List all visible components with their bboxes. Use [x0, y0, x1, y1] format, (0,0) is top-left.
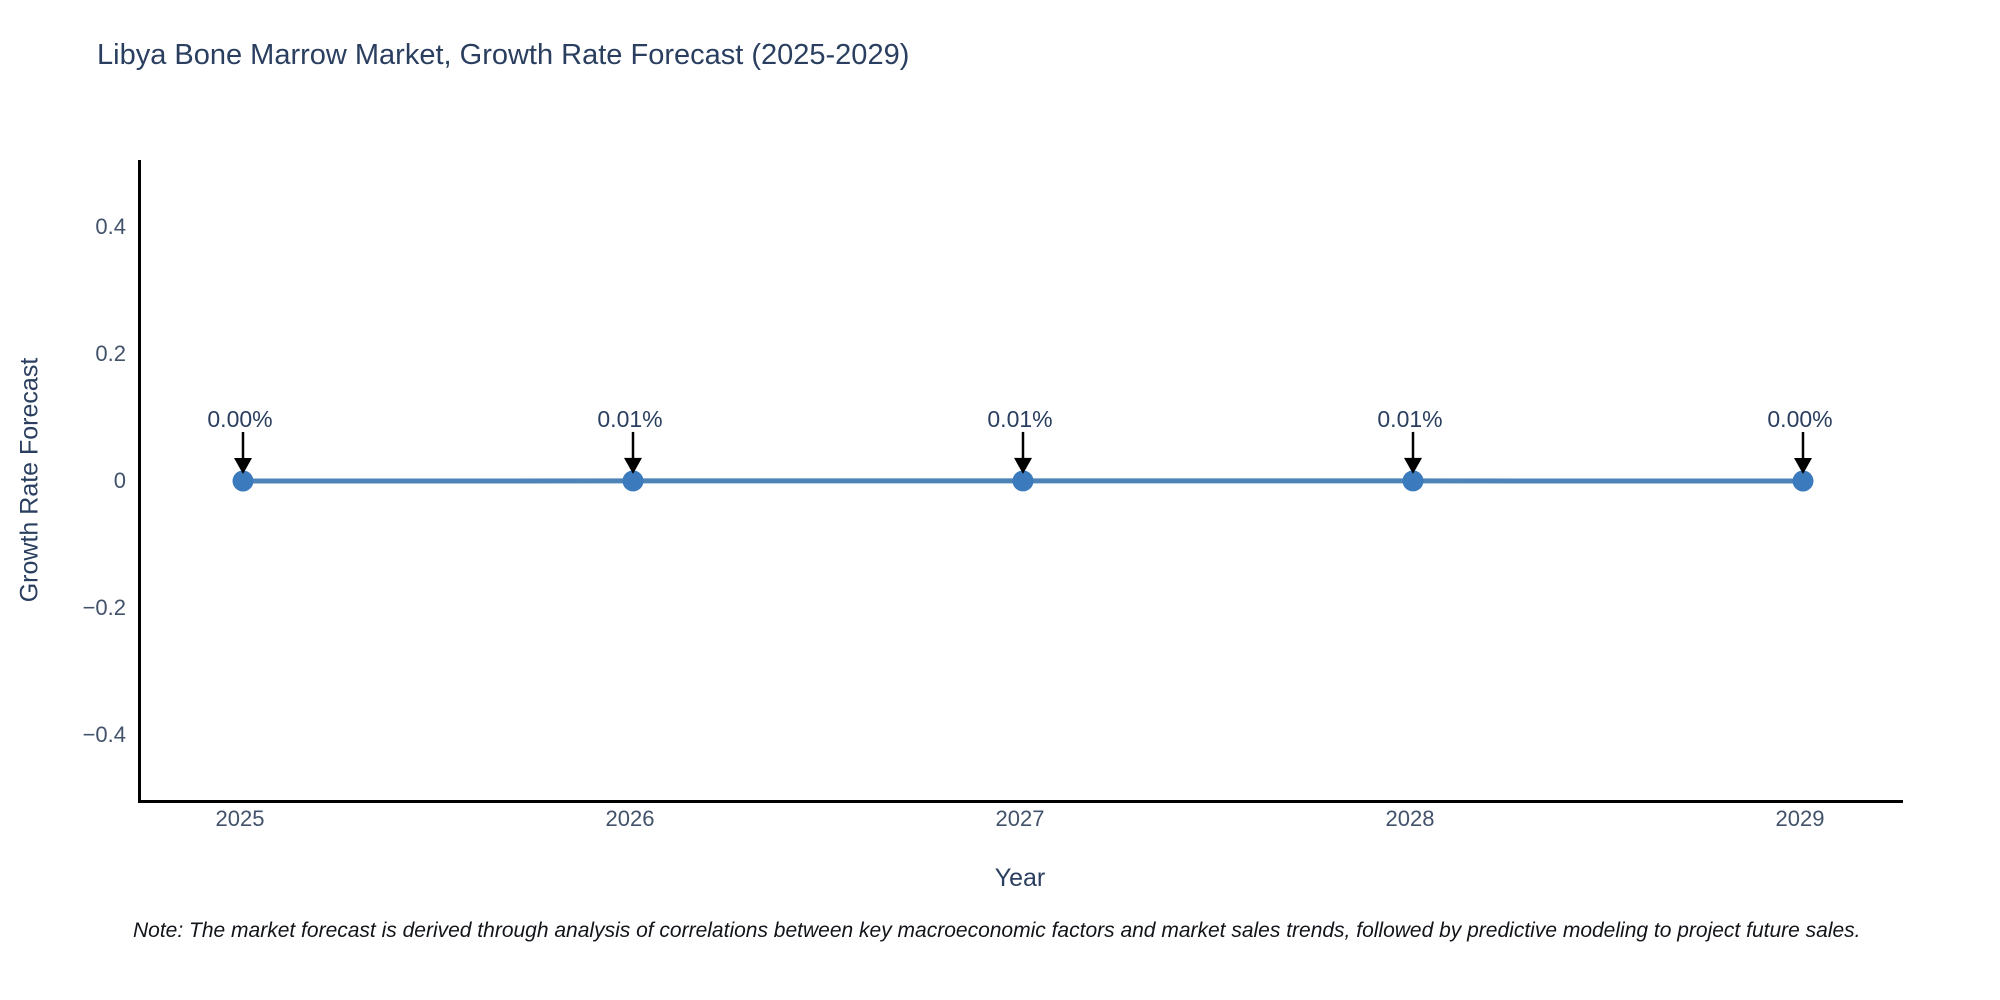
- data-point-marker: [622, 470, 644, 492]
- annotation-arrowhead: [1794, 458, 1812, 474]
- plot-svg: [232, 431, 1814, 492]
- y-tick-label: 0.4: [95, 214, 126, 239]
- y-tick-label: −0.4: [82, 722, 126, 747]
- x-tick-label: 2026: [605, 806, 655, 831]
- x-tick-label: 2029: [1775, 806, 1825, 831]
- data-point-marker: [1792, 470, 1814, 492]
- x-tick-label: 2027: [995, 806, 1045, 831]
- data-point-marker: [1012, 470, 1034, 492]
- chart-title: Libya Bone Marrow Market, Growth Rate Fo…: [97, 39, 910, 71]
- annotation-arrowhead: [234, 458, 252, 474]
- x-tick-label: 2028: [1385, 806, 1435, 831]
- y-tick-label: −0.2: [82, 595, 126, 620]
- point-annotation-label: 0.00%: [207, 406, 273, 432]
- y-tick-label: 0: [113, 468, 126, 493]
- annotation-arrowhead: [1014, 457, 1032, 474]
- point-annotation-label: 0.01%: [1377, 406, 1443, 432]
- point-annotation-label: 0.01%: [597, 406, 663, 432]
- data-point-marker: [232, 470, 254, 492]
- point-annotation-label: 0.01%: [987, 406, 1053, 432]
- annotation-arrowhead: [1404, 457, 1422, 474]
- footnote: Note: The market forecast is derived thr…: [133, 919, 1861, 942]
- annotation-arrowhead: [624, 457, 642, 474]
- point-annotation-label: 0.00%: [1767, 406, 1833, 432]
- y-tick-label: 0.2: [95, 341, 126, 366]
- x-axis-title: Year: [994, 864, 1046, 892]
- x-tick-label: 2025: [215, 806, 265, 831]
- plot-area: [138, 160, 1903, 803]
- data-point-marker: [1402, 470, 1424, 492]
